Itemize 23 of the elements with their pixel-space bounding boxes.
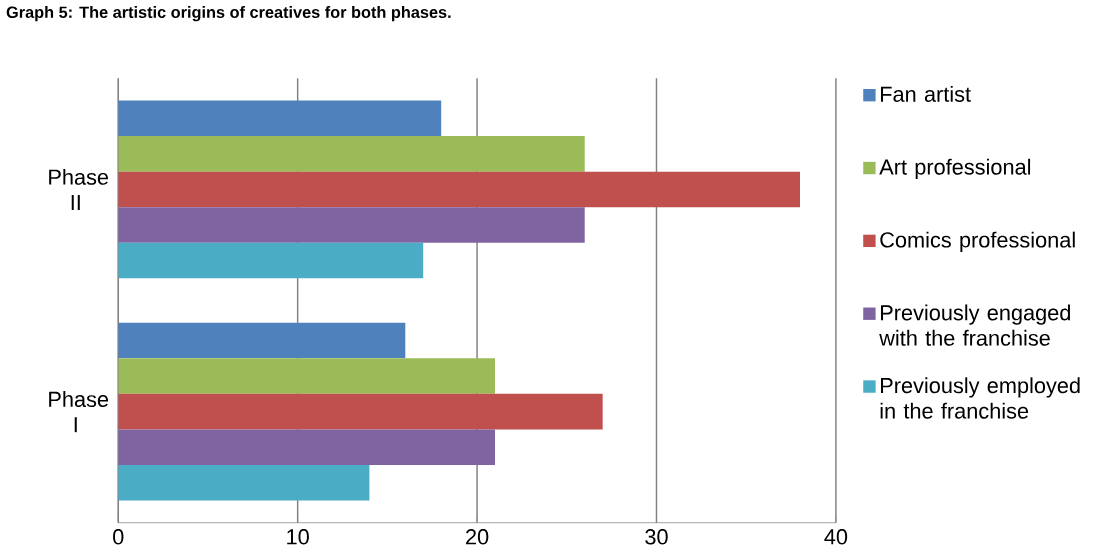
bar [118,171,801,208]
legend-label: Previously employed in the franchise [880,377,1080,419]
x-tick-label: 10 [287,529,309,545]
legend-label: Art professional [879,159,1031,180]
x-tick-label: 20 [466,529,489,545]
bar [118,394,603,430]
bar [118,100,442,137]
legend-label: Comics professional [880,231,1075,253]
y-tick-label: Phase II [49,169,109,211]
bar [118,242,424,279]
bar [118,136,585,172]
bar [118,358,496,395]
legend-label: Fan artist [881,86,971,103]
bar [118,322,406,359]
bar [118,207,585,243]
bar [118,465,370,501]
chart-title: Graph 5: The artistic origins of creatives for both phases. [6,6,451,22]
legend-label: Previously engaged with the franchise [879,304,1070,347]
x-tick-label: 40 [824,529,848,545]
bar [118,429,496,466]
y-tick-label: Phase I [49,391,109,433]
x-tick-label: 30 [645,529,668,545]
x-tick-label: 0 [113,529,124,545]
